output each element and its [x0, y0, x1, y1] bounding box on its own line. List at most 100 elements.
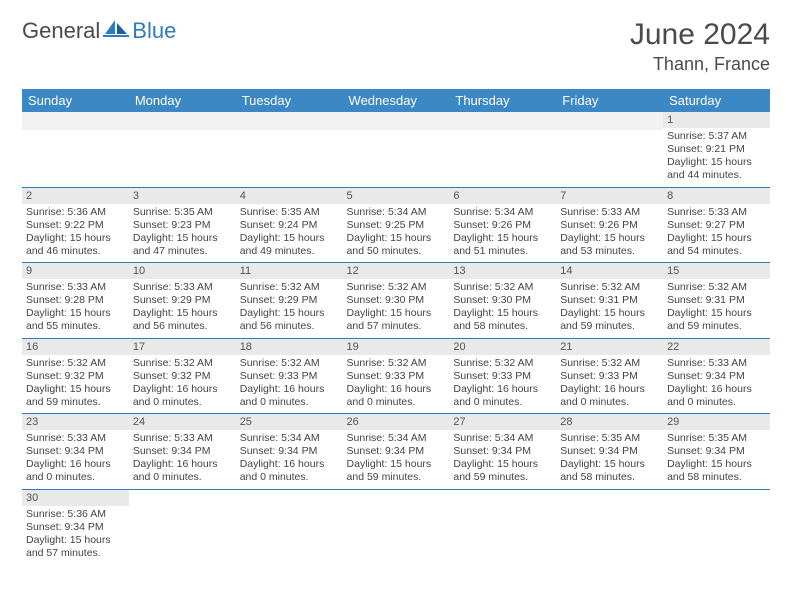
day-details: Sunrise: 5:37 AMSunset: 9:21 PMDaylight:…	[663, 128, 770, 187]
day-cell: 30Sunrise: 5:36 AMSunset: 9:34 PMDayligh…	[22, 489, 129, 564]
day-details: Sunrise: 5:33 AMSunset: 9:34 PMDaylight:…	[22, 430, 129, 489]
empty-day-bar	[449, 112, 556, 130]
day-details: Sunrise: 5:32 AMSunset: 9:33 PMDaylight:…	[449, 355, 556, 414]
day-details: Sunrise: 5:34 AMSunset: 9:34 PMDaylight:…	[236, 430, 343, 489]
day-cell: 11Sunrise: 5:32 AMSunset: 9:29 PMDayligh…	[236, 263, 343, 339]
day-cell: 13Sunrise: 5:32 AMSunset: 9:30 PMDayligh…	[449, 263, 556, 339]
day-cell: 10Sunrise: 5:33 AMSunset: 9:29 PMDayligh…	[129, 263, 236, 339]
day-cell: 23Sunrise: 5:33 AMSunset: 9:34 PMDayligh…	[22, 414, 129, 490]
day-cell: 19Sunrise: 5:32 AMSunset: 9:33 PMDayligh…	[343, 338, 450, 414]
empty-cell	[663, 489, 770, 564]
day-cell: 18Sunrise: 5:32 AMSunset: 9:33 PMDayligh…	[236, 338, 343, 414]
day-details: Sunrise: 5:33 AMSunset: 9:26 PMDaylight:…	[556, 204, 663, 263]
day-cell: 28Sunrise: 5:35 AMSunset: 9:34 PMDayligh…	[556, 414, 663, 490]
empty-cell	[556, 489, 663, 564]
day-cell: 24Sunrise: 5:33 AMSunset: 9:34 PMDayligh…	[129, 414, 236, 490]
logo: General Blue	[22, 18, 176, 44]
empty-cell	[22, 112, 129, 187]
day-cell: 16Sunrise: 5:32 AMSunset: 9:32 PMDayligh…	[22, 338, 129, 414]
day-number: 5	[343, 188, 450, 204]
day-number: 30	[22, 490, 129, 506]
day-number: 19	[343, 339, 450, 355]
day-number: 11	[236, 263, 343, 279]
logo-text-blue: Blue	[132, 18, 176, 44]
week-row: 16Sunrise: 5:32 AMSunset: 9:32 PMDayligh…	[22, 338, 770, 414]
day-details: Sunrise: 5:34 AMSunset: 9:26 PMDaylight:…	[449, 204, 556, 263]
header: General Blue June 2024 Thann, France	[22, 18, 770, 75]
day-number: 28	[556, 414, 663, 430]
empty-cell	[236, 489, 343, 564]
day-cell: 6Sunrise: 5:34 AMSunset: 9:26 PMDaylight…	[449, 187, 556, 263]
day-details: Sunrise: 5:36 AMSunset: 9:22 PMDaylight:…	[22, 204, 129, 263]
day-cell: 22Sunrise: 5:33 AMSunset: 9:34 PMDayligh…	[663, 338, 770, 414]
day-header: Thursday	[449, 89, 556, 112]
day-number: 18	[236, 339, 343, 355]
day-details: Sunrise: 5:35 AMSunset: 9:34 PMDaylight:…	[556, 430, 663, 489]
day-cell: 3Sunrise: 5:35 AMSunset: 9:23 PMDaylight…	[129, 187, 236, 263]
day-number: 14	[556, 263, 663, 279]
empty-day-bar	[129, 112, 236, 130]
week-row: 1Sunrise: 5:37 AMSunset: 9:21 PMDaylight…	[22, 112, 770, 187]
day-number: 16	[22, 339, 129, 355]
day-number: 1	[663, 112, 770, 128]
day-number: 15	[663, 263, 770, 279]
location: Thann, France	[630, 54, 770, 75]
empty-cell	[556, 112, 663, 187]
day-header: Friday	[556, 89, 663, 112]
day-cell: 5Sunrise: 5:34 AMSunset: 9:25 PMDaylight…	[343, 187, 450, 263]
day-details: Sunrise: 5:32 AMSunset: 9:30 PMDaylight:…	[449, 279, 556, 338]
empty-day-bar	[343, 112, 450, 130]
day-cell: 9Sunrise: 5:33 AMSunset: 9:28 PMDaylight…	[22, 263, 129, 339]
day-details: Sunrise: 5:35 AMSunset: 9:24 PMDaylight:…	[236, 204, 343, 263]
day-cell: 7Sunrise: 5:33 AMSunset: 9:26 PMDaylight…	[556, 187, 663, 263]
day-cell: 25Sunrise: 5:34 AMSunset: 9:34 PMDayligh…	[236, 414, 343, 490]
empty-day-bar	[236, 112, 343, 130]
day-number: 22	[663, 339, 770, 355]
day-header: Saturday	[663, 89, 770, 112]
day-details: Sunrise: 5:35 AMSunset: 9:34 PMDaylight:…	[663, 430, 770, 489]
day-number: 8	[663, 188, 770, 204]
day-details: Sunrise: 5:32 AMSunset: 9:31 PMDaylight:…	[663, 279, 770, 338]
day-number: 9	[22, 263, 129, 279]
day-details: Sunrise: 5:34 AMSunset: 9:25 PMDaylight:…	[343, 204, 450, 263]
day-details: Sunrise: 5:34 AMSunset: 9:34 PMDaylight:…	[449, 430, 556, 489]
day-details: Sunrise: 5:32 AMSunset: 9:32 PMDaylight:…	[22, 355, 129, 414]
day-cell: 2Sunrise: 5:36 AMSunset: 9:22 PMDaylight…	[22, 187, 129, 263]
day-details: Sunrise: 5:32 AMSunset: 9:29 PMDaylight:…	[236, 279, 343, 338]
day-details: Sunrise: 5:32 AMSunset: 9:33 PMDaylight:…	[556, 355, 663, 414]
calendar-table: SundayMondayTuesdayWednesdayThursdayFrid…	[22, 89, 770, 564]
week-row: 23Sunrise: 5:33 AMSunset: 9:34 PMDayligh…	[22, 414, 770, 490]
week-row: 9Sunrise: 5:33 AMSunset: 9:28 PMDaylight…	[22, 263, 770, 339]
day-header: Sunday	[22, 89, 129, 112]
day-details: Sunrise: 5:36 AMSunset: 9:34 PMDaylight:…	[22, 506, 129, 565]
day-number: 29	[663, 414, 770, 430]
empty-cell	[236, 112, 343, 187]
day-number: 26	[343, 414, 450, 430]
day-cell: 29Sunrise: 5:35 AMSunset: 9:34 PMDayligh…	[663, 414, 770, 490]
empty-day-bar	[556, 112, 663, 130]
day-details: Sunrise: 5:35 AMSunset: 9:23 PMDaylight:…	[129, 204, 236, 263]
day-cell: 1Sunrise: 5:37 AMSunset: 9:21 PMDaylight…	[663, 112, 770, 187]
day-number: 3	[129, 188, 236, 204]
day-number: 24	[129, 414, 236, 430]
day-header: Monday	[129, 89, 236, 112]
day-number: 6	[449, 188, 556, 204]
month-title: June 2024	[630, 18, 770, 52]
day-details: Sunrise: 5:33 AMSunset: 9:27 PMDaylight:…	[663, 204, 770, 263]
day-header: Tuesday	[236, 89, 343, 112]
day-cell: 21Sunrise: 5:32 AMSunset: 9:33 PMDayligh…	[556, 338, 663, 414]
day-number: 25	[236, 414, 343, 430]
day-number: 13	[449, 263, 556, 279]
day-cell: 14Sunrise: 5:32 AMSunset: 9:31 PMDayligh…	[556, 263, 663, 339]
empty-cell	[129, 112, 236, 187]
week-row: 2Sunrise: 5:36 AMSunset: 9:22 PMDaylight…	[22, 187, 770, 263]
day-details: Sunrise: 5:32 AMSunset: 9:30 PMDaylight:…	[343, 279, 450, 338]
day-details: Sunrise: 5:32 AMSunset: 9:33 PMDaylight:…	[343, 355, 450, 414]
day-details: Sunrise: 5:33 AMSunset: 9:28 PMDaylight:…	[22, 279, 129, 338]
empty-day-bar	[22, 112, 129, 130]
day-details: Sunrise: 5:32 AMSunset: 9:31 PMDaylight:…	[556, 279, 663, 338]
empty-cell	[449, 112, 556, 187]
day-number: 20	[449, 339, 556, 355]
empty-cell	[343, 112, 450, 187]
day-cell: 26Sunrise: 5:34 AMSunset: 9:34 PMDayligh…	[343, 414, 450, 490]
